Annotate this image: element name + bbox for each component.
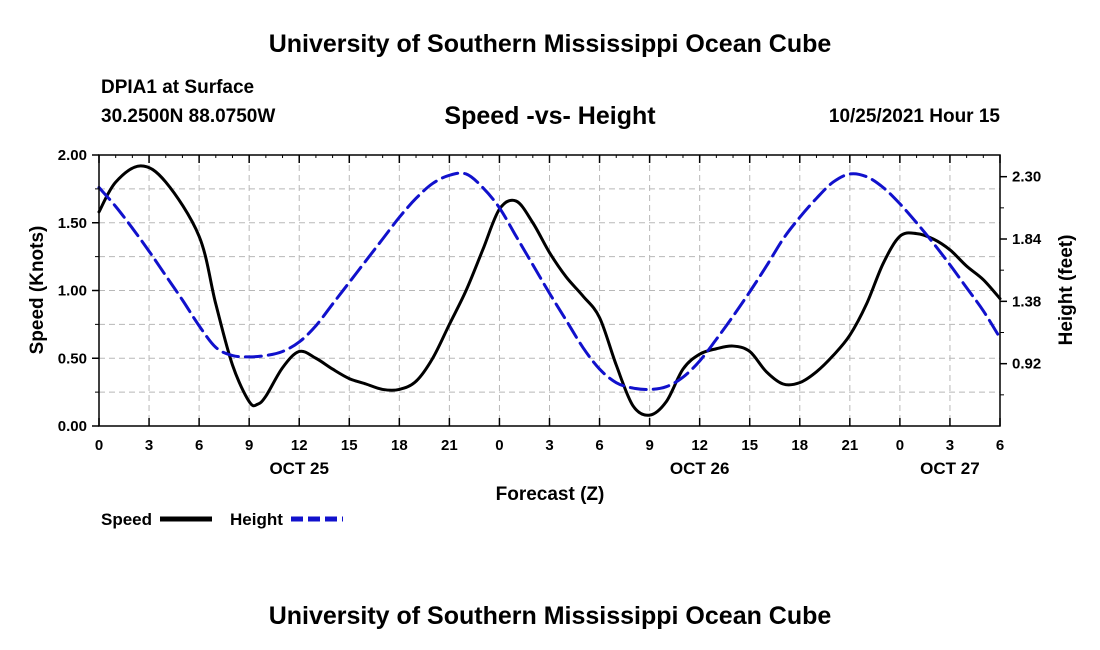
x-tick-label: 0 [95,437,103,454]
x-tick-label: 15 [741,437,758,454]
x-day-label: OCT 25 [269,459,329,478]
x-tick-label: 15 [341,437,358,454]
x-axis-label: Forecast (Z) [496,484,605,505]
y-tick-label: 2.00 [58,147,87,164]
series-line-speed [97,164,1002,417]
y-tick-label: 1.50 [58,215,87,232]
x-tick-label: 21 [841,437,858,454]
forecast-datetime: 10/25/2021 Hour 15 [828,106,1000,127]
y-tick-label: 0.50 [58,350,87,367]
y2-tick-label: 1.84 [1012,231,1042,248]
x-tick-label: 18 [391,437,408,454]
x-tick-label: 6 [595,437,603,454]
station-location: 30.2500N 88.0750W [101,106,276,127]
legend-label-speed: Speed [101,510,152,529]
grid [99,155,1000,426]
x-tick-label: 0 [495,437,503,454]
y2-tick-label: 2.30 [1012,169,1041,186]
x-tick-label: 12 [291,437,308,454]
x-tick-label: 3 [145,437,153,454]
x-tick-label: 3 [946,437,954,454]
x-tick-label: 0 [896,437,904,454]
chart-title: Speed -vs- Height [444,102,656,130]
y-tick-label: 0.00 [58,418,87,435]
x-tick-label: 12 [691,437,708,454]
y2-axis-label: Height (feet) [1056,235,1077,346]
legend-label-height: Height [230,510,283,529]
x-tick-label: 18 [791,437,808,454]
y-axis-label: Speed (Knots) [27,226,48,355]
x-tick-label: 6 [996,437,1004,454]
x-tick-label: 9 [245,437,253,454]
y2-tick-label: 1.38 [1012,293,1041,310]
x-day-label: OCT 26 [670,459,730,478]
station-name: DPIA1 at Surface [101,77,255,98]
x-tick-label: 6 [195,437,203,454]
x-tick-label: 9 [645,437,653,454]
series-lines [97,164,1002,417]
series-line-height [97,171,1002,391]
footer-title: University of Southern Mississippi Ocean… [268,602,832,630]
x-tick-label: 21 [441,437,458,454]
x-day-label: OCT 27 [920,459,980,478]
axes: 0 3 6 9 12 15 18 21 0 3 6 9 12 15 18 21 0 3 6 OCT 25 OCT 26 O… [58,147,1042,478]
x-tick-label: 3 [545,437,553,454]
page-title: University of Southern Mississippi Ocean… [268,30,832,58]
legend: Speed Height [101,510,343,529]
y-tick-label: 1.00 [58,283,87,300]
y2-tick-label: 0.92 [1012,356,1041,373]
